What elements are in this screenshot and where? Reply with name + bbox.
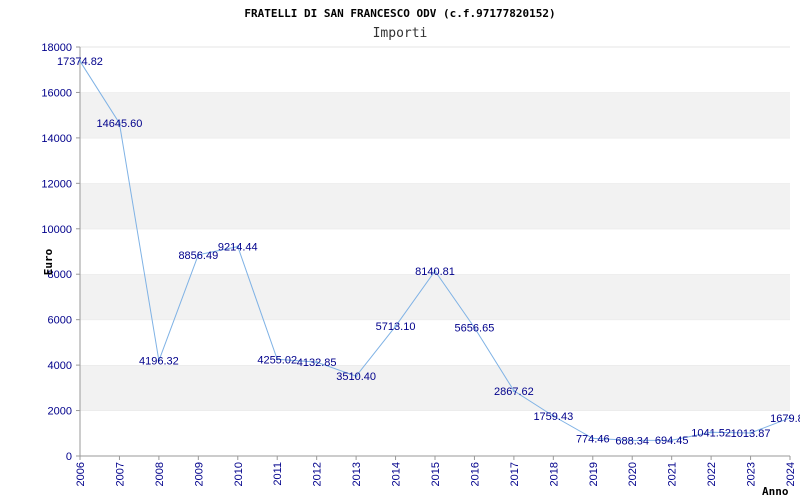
axes — [76, 46, 791, 460]
x-tick-label: 2024 — [785, 462, 797, 486]
data-point — [118, 122, 121, 125]
data-points — [78, 60, 792, 442]
grid-band — [80, 137, 790, 184]
x-tick-label: 2013 — [351, 462, 363, 486]
data-point — [709, 431, 713, 434]
grid-band — [80, 228, 790, 275]
x-axis-label: Anno — [762, 485, 789, 498]
x-tick-label: 2020 — [627, 462, 639, 486]
grid-band — [80, 365, 790, 411]
grid-band — [80, 92, 790, 138]
y-axis-label: Euro — [42, 248, 55, 275]
x-tick-labels: 2006 2007 2008 2009 2010 2011 2012 2013 2014 2015… — [75, 462, 797, 486]
data-point — [670, 439, 673, 442]
data-label: 4132.85 — [297, 357, 337, 369]
x-tick-label: 2007 — [114, 462, 126, 486]
y-tick-label: 18000 — [41, 42, 72, 54]
data-point — [749, 431, 752, 435]
x-tick-label: 2022 — [706, 462, 718, 486]
data-point — [394, 324, 397, 328]
data-label: 688.34 — [615, 435, 649, 447]
data-point — [354, 375, 358, 378]
y-tick-label: 14000 — [41, 133, 72, 145]
data-label: 5656.65 — [455, 322, 495, 334]
x-tick-label: 2012 — [312, 462, 324, 486]
data-label: 9214.44 — [218, 242, 258, 254]
data-label: 14645.60 — [96, 118, 142, 130]
data-point — [631, 439, 634, 442]
data-label: 8140.81 — [415, 266, 455, 278]
data-label: 4196.32 — [139, 356, 179, 368]
data-label: 1679.85 — [770, 413, 800, 425]
y-tick-label: 6000 — [48, 315, 72, 327]
x-tick-label: 2017 — [509, 462, 521, 486]
data-point — [157, 359, 161, 362]
x-tick-label: 2023 — [746, 462, 758, 486]
grid-band — [80, 47, 790, 93]
x-tick-label: 2006 — [75, 462, 87, 486]
grid-band — [80, 183, 790, 229]
grid-bands — [80, 46, 790, 456]
x-tick-label: 2016 — [469, 462, 481, 486]
data-point — [276, 358, 279, 361]
data-label: 774.46 — [576, 433, 610, 445]
data-point — [433, 269, 437, 273]
x-tick-label: 2018 — [548, 462, 560, 486]
data-point — [78, 60, 82, 63]
y-tick-label: 0 — [66, 451, 72, 463]
data-point — [512, 389, 516, 393]
grid-band — [80, 410, 790, 456]
x-tick-label: 2021 — [667, 462, 679, 486]
x-tick-label: 2015 — [430, 462, 442, 486]
data-point — [591, 437, 594, 440]
data-label: 3510.40 — [336, 371, 376, 383]
y-tick-label: 2000 — [48, 406, 72, 418]
y-tick-labels: 0 2000 4000 6000 8000 10000 12000 14000 16000 180… — [41, 42, 72, 463]
data-label: 1013.87 — [731, 428, 771, 440]
data-label: 1041.52 — [691, 427, 731, 439]
data-point — [552, 414, 555, 418]
data-point — [788, 416, 792, 420]
data-point — [473, 326, 476, 329]
x-tick-label: 2010 — [233, 462, 245, 486]
y-tick-label: 8000 — [48, 269, 72, 281]
data-point — [236, 245, 239, 248]
x-tick-label: 2009 — [193, 462, 205, 486]
y-tick-label: 4000 — [48, 360, 72, 372]
y-tick-label: 10000 — [41, 224, 72, 236]
data-label: 17374.82 — [57, 56, 103, 68]
x-tick-label: 2014 — [391, 462, 403, 486]
grid-band — [80, 274, 790, 320]
data-label: 5713.10 — [376, 321, 416, 333]
x-tick-label: 2019 — [588, 462, 600, 486]
data-label: 8856.49 — [178, 250, 218, 262]
data-label: 1759.43 — [533, 411, 573, 423]
y-tick-label: 12000 — [41, 178, 72, 190]
x-tick-label: 2011 — [272, 462, 284, 486]
data-label: 4255.02 — [257, 354, 297, 366]
data-label: 694.45 — [655, 435, 689, 447]
grid-band — [80, 319, 790, 366]
chart-title: FRATELLI DI SAN FRANCESCO ODV (c.f.97177… — [244, 7, 555, 20]
y-tick-label: 16000 — [41, 87, 72, 99]
data-point — [197, 253, 200, 256]
chart-subtitle: Importi — [373, 26, 428, 41]
data-label: 2867.62 — [494, 386, 534, 398]
x-tick-label: 2008 — [154, 462, 166, 486]
data-point — [315, 360, 318, 364]
